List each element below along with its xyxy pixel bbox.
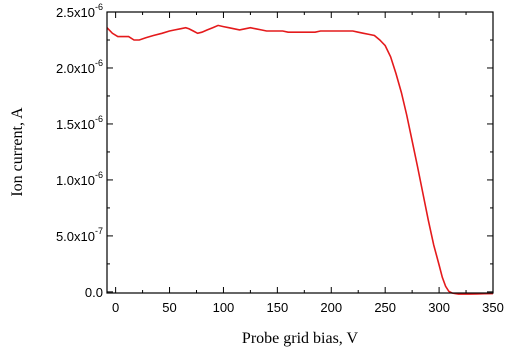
- x-tick-label: 200: [320, 300, 342, 315]
- plot-frame: [106, 11, 494, 294]
- x-tick-label: 150: [267, 300, 289, 315]
- x-tick-label: 250: [374, 300, 396, 315]
- y-tick-label: 2.5x10-6: [56, 2, 103, 20]
- y-tick-label: 0.0: [85, 285, 103, 300]
- ticks-layer: 0 50 100 150 200 250 300 350 0.0 5.0x10-7 1.0x10-6…: [56, 2, 504, 315]
- series-layer: [106, 24, 494, 295]
- y-tick-label: 5.0x10-7: [56, 226, 103, 244]
- ion-current-series-line: [106, 24, 494, 295]
- y-tick-label: 1.0x10-6: [56, 170, 103, 188]
- x-tick-label: 350: [482, 300, 504, 315]
- x-tick-label: 100: [213, 300, 235, 315]
- y-tick-label: 1.5x10-6: [56, 114, 103, 132]
- x-tick-label: 50: [162, 300, 176, 315]
- x-tick-label: 300: [428, 300, 450, 315]
- x-tick-label: 0: [112, 300, 119, 315]
- x-axis-label: Probe grid bias, V: [242, 330, 359, 347]
- y-tick-label: 2.0x10-6: [56, 58, 103, 76]
- y-axis-label: Ion current, A: [9, 107, 26, 197]
